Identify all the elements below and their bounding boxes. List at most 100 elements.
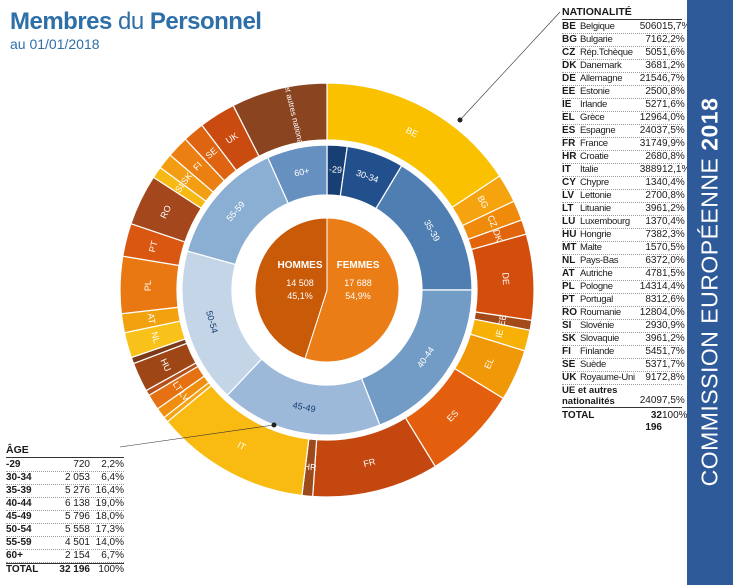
nationality-pct: 0,8% — [662, 86, 685, 97]
nationality-name: Hongrie — [580, 229, 612, 240]
nationality-label: IE — [494, 328, 506, 339]
nationality-pct: 2,2% — [662, 34, 685, 45]
nationality-row: SK Slovaquie 396 1,2% — [562, 333, 685, 346]
nationality-row: DE Allemagne 2154 6,7% — [562, 73, 685, 86]
age-count: 5 558 — [64, 524, 90, 535]
nationality-count: 831 — [645, 294, 662, 305]
age-label: -29 — [6, 459, 21, 470]
age-label: 60+ — [293, 166, 310, 179]
nationality-pct: 9,9% — [662, 138, 685, 149]
age-label: 35-39 — [6, 485, 32, 496]
nationality-pct: 1,2% — [662, 333, 685, 344]
nationality-label: PT — [147, 239, 160, 253]
nationality-code: UK — [562, 372, 577, 383]
title-light: du — [118, 8, 144, 35]
title-bold: Membres — [10, 8, 112, 35]
age-row: 45-49 5 796 18,0% — [6, 511, 124, 524]
nationality-code: EE — [562, 86, 576, 97]
age-pct: 18,0% — [95, 511, 124, 522]
nationality-total-row: TOTAL 32 196 100% — [562, 410, 688, 434]
nationality-code: AT — [562, 268, 575, 279]
gender-count-hommes: 14 508 — [286, 278, 314, 288]
nationality-table: NATIONALITÉ BE Belgique 5060 15,7% BG Bulgari… — [562, 6, 690, 434]
nationality-row: SI Slovénie 293 0,9% — [562, 320, 685, 333]
nationality-pct: 2,3% — [662, 229, 685, 240]
nationality-code: NL — [562, 255, 576, 266]
age-count: 2 053 — [64, 472, 90, 483]
nationality-label: NL — [149, 331, 162, 345]
age-row: 60+ 2 154 6,7% — [6, 550, 124, 563]
band-year: 2018 — [696, 97, 723, 151]
nationality-pct: 1,2% — [662, 60, 685, 71]
nationality-row: LT Lituanie 396 1,2% — [562, 203, 685, 216]
nationality-label: HR — [303, 461, 317, 472]
nationality-row: SE Suède 537 1,7% — [562, 359, 685, 372]
nationality-name: Bulgarie — [580, 34, 613, 45]
nationality-name: Autriche — [580, 268, 613, 279]
nationality-pct: 4,0% — [662, 307, 685, 318]
nationality-leader-line — [459, 11, 561, 121]
nationality-count: 1431 — [639, 281, 662, 292]
nationality-code: DE — [562, 73, 576, 84]
nationality-pct: 2,6% — [662, 294, 685, 305]
nationality-leader-dot — [457, 117, 463, 123]
nationality-code: PL — [562, 281, 575, 292]
nationality-code: LU — [562, 216, 576, 227]
nationality-count: 505 — [645, 47, 662, 58]
nationality-row: HU Hongrie 738 2,3% — [562, 229, 685, 242]
nationality-row: RO Roumanie 1280 4,0% — [562, 307, 685, 320]
nationality-label: AT — [146, 312, 158, 325]
nationality-code: FI — [562, 346, 571, 357]
nationality-label: DK — [491, 228, 504, 243]
page-subtitle: au 01/01/2018 — [10, 36, 100, 52]
age-count: 5 276 — [64, 485, 90, 496]
age-pct: 6,7% — [101, 550, 124, 561]
nationality-name: Croatie — [580, 151, 609, 162]
age-label: 55-59 — [6, 537, 32, 548]
age-header: ÂGE — [6, 444, 124, 458]
age-total-row: TOTAL 32 196 100% — [6, 563, 124, 576]
nationality-name: Irlande — [580, 99, 607, 110]
nationality-code: DK — [562, 60, 577, 71]
nationality-code: MT — [562, 242, 577, 253]
age-pct: 6,4% — [101, 472, 124, 483]
age-label: 30-34 — [6, 472, 32, 483]
age-count: 2 154 — [64, 550, 90, 561]
nationality-row: IT Italie 3889 12,1% — [562, 164, 690, 177]
age-label: 40-44 — [6, 498, 32, 509]
age-pct: 19,0% — [95, 498, 124, 509]
nationality-rows: BE Belgique 5060 15,7% BG Bulgarie 716 2,2% CZ Ré… — [562, 21, 690, 385]
nationality-count: 1280 — [639, 307, 662, 318]
nationality-total-label: TOTAL — [562, 410, 595, 421]
nationality-pct: 2,8% — [662, 372, 685, 383]
nationality-row: FR France 3174 9,9% — [562, 138, 685, 151]
band-label: COMMISSION EUROPÉENNE — [696, 157, 723, 487]
nationality-name: Finlande — [580, 346, 615, 357]
nationality-count: 478 — [645, 268, 662, 279]
nationality-count: 2403 — [639, 125, 662, 136]
gender-pct-femmes: 54,9% — [345, 291, 371, 301]
nationality-count: 250 — [645, 86, 662, 97]
nationality-header: NATIONALITÉ — [562, 6, 682, 20]
nationality-name: Lituanie — [580, 203, 611, 214]
nationality-name: France — [580, 138, 608, 149]
nationality-label: BE — [404, 125, 419, 140]
nationality-row: NL Pays-Bas 637 2,0% — [562, 255, 685, 268]
nationality-pct: 4,0% — [662, 112, 685, 123]
age-label: 45-49 — [292, 400, 317, 414]
nationality-name: Italie — [580, 164, 599, 175]
nationality-count: 716 — [645, 34, 662, 45]
nationality-row: PT Portugal 831 2,6% — [562, 294, 685, 307]
nationality-code: IE — [562, 99, 572, 110]
nationality-row: UK Royaume-Uni 917 2,8% — [562, 372, 685, 385]
nationality-name: Pays-Bas — [580, 255, 619, 266]
nationality-code: PT — [562, 294, 575, 305]
nationality-pct: 2,0% — [662, 255, 685, 266]
nationality-code: SK — [562, 333, 576, 344]
nationality-code: BG — [562, 34, 577, 45]
nationality-code: LT — [562, 203, 574, 214]
nationality-label: HU — [158, 357, 173, 373]
nationality-total-pct: 100% — [662, 410, 688, 421]
nationality-row: EL Grèce 1296 4,0% — [562, 112, 685, 125]
nationality-name: Danemark — [580, 60, 622, 71]
